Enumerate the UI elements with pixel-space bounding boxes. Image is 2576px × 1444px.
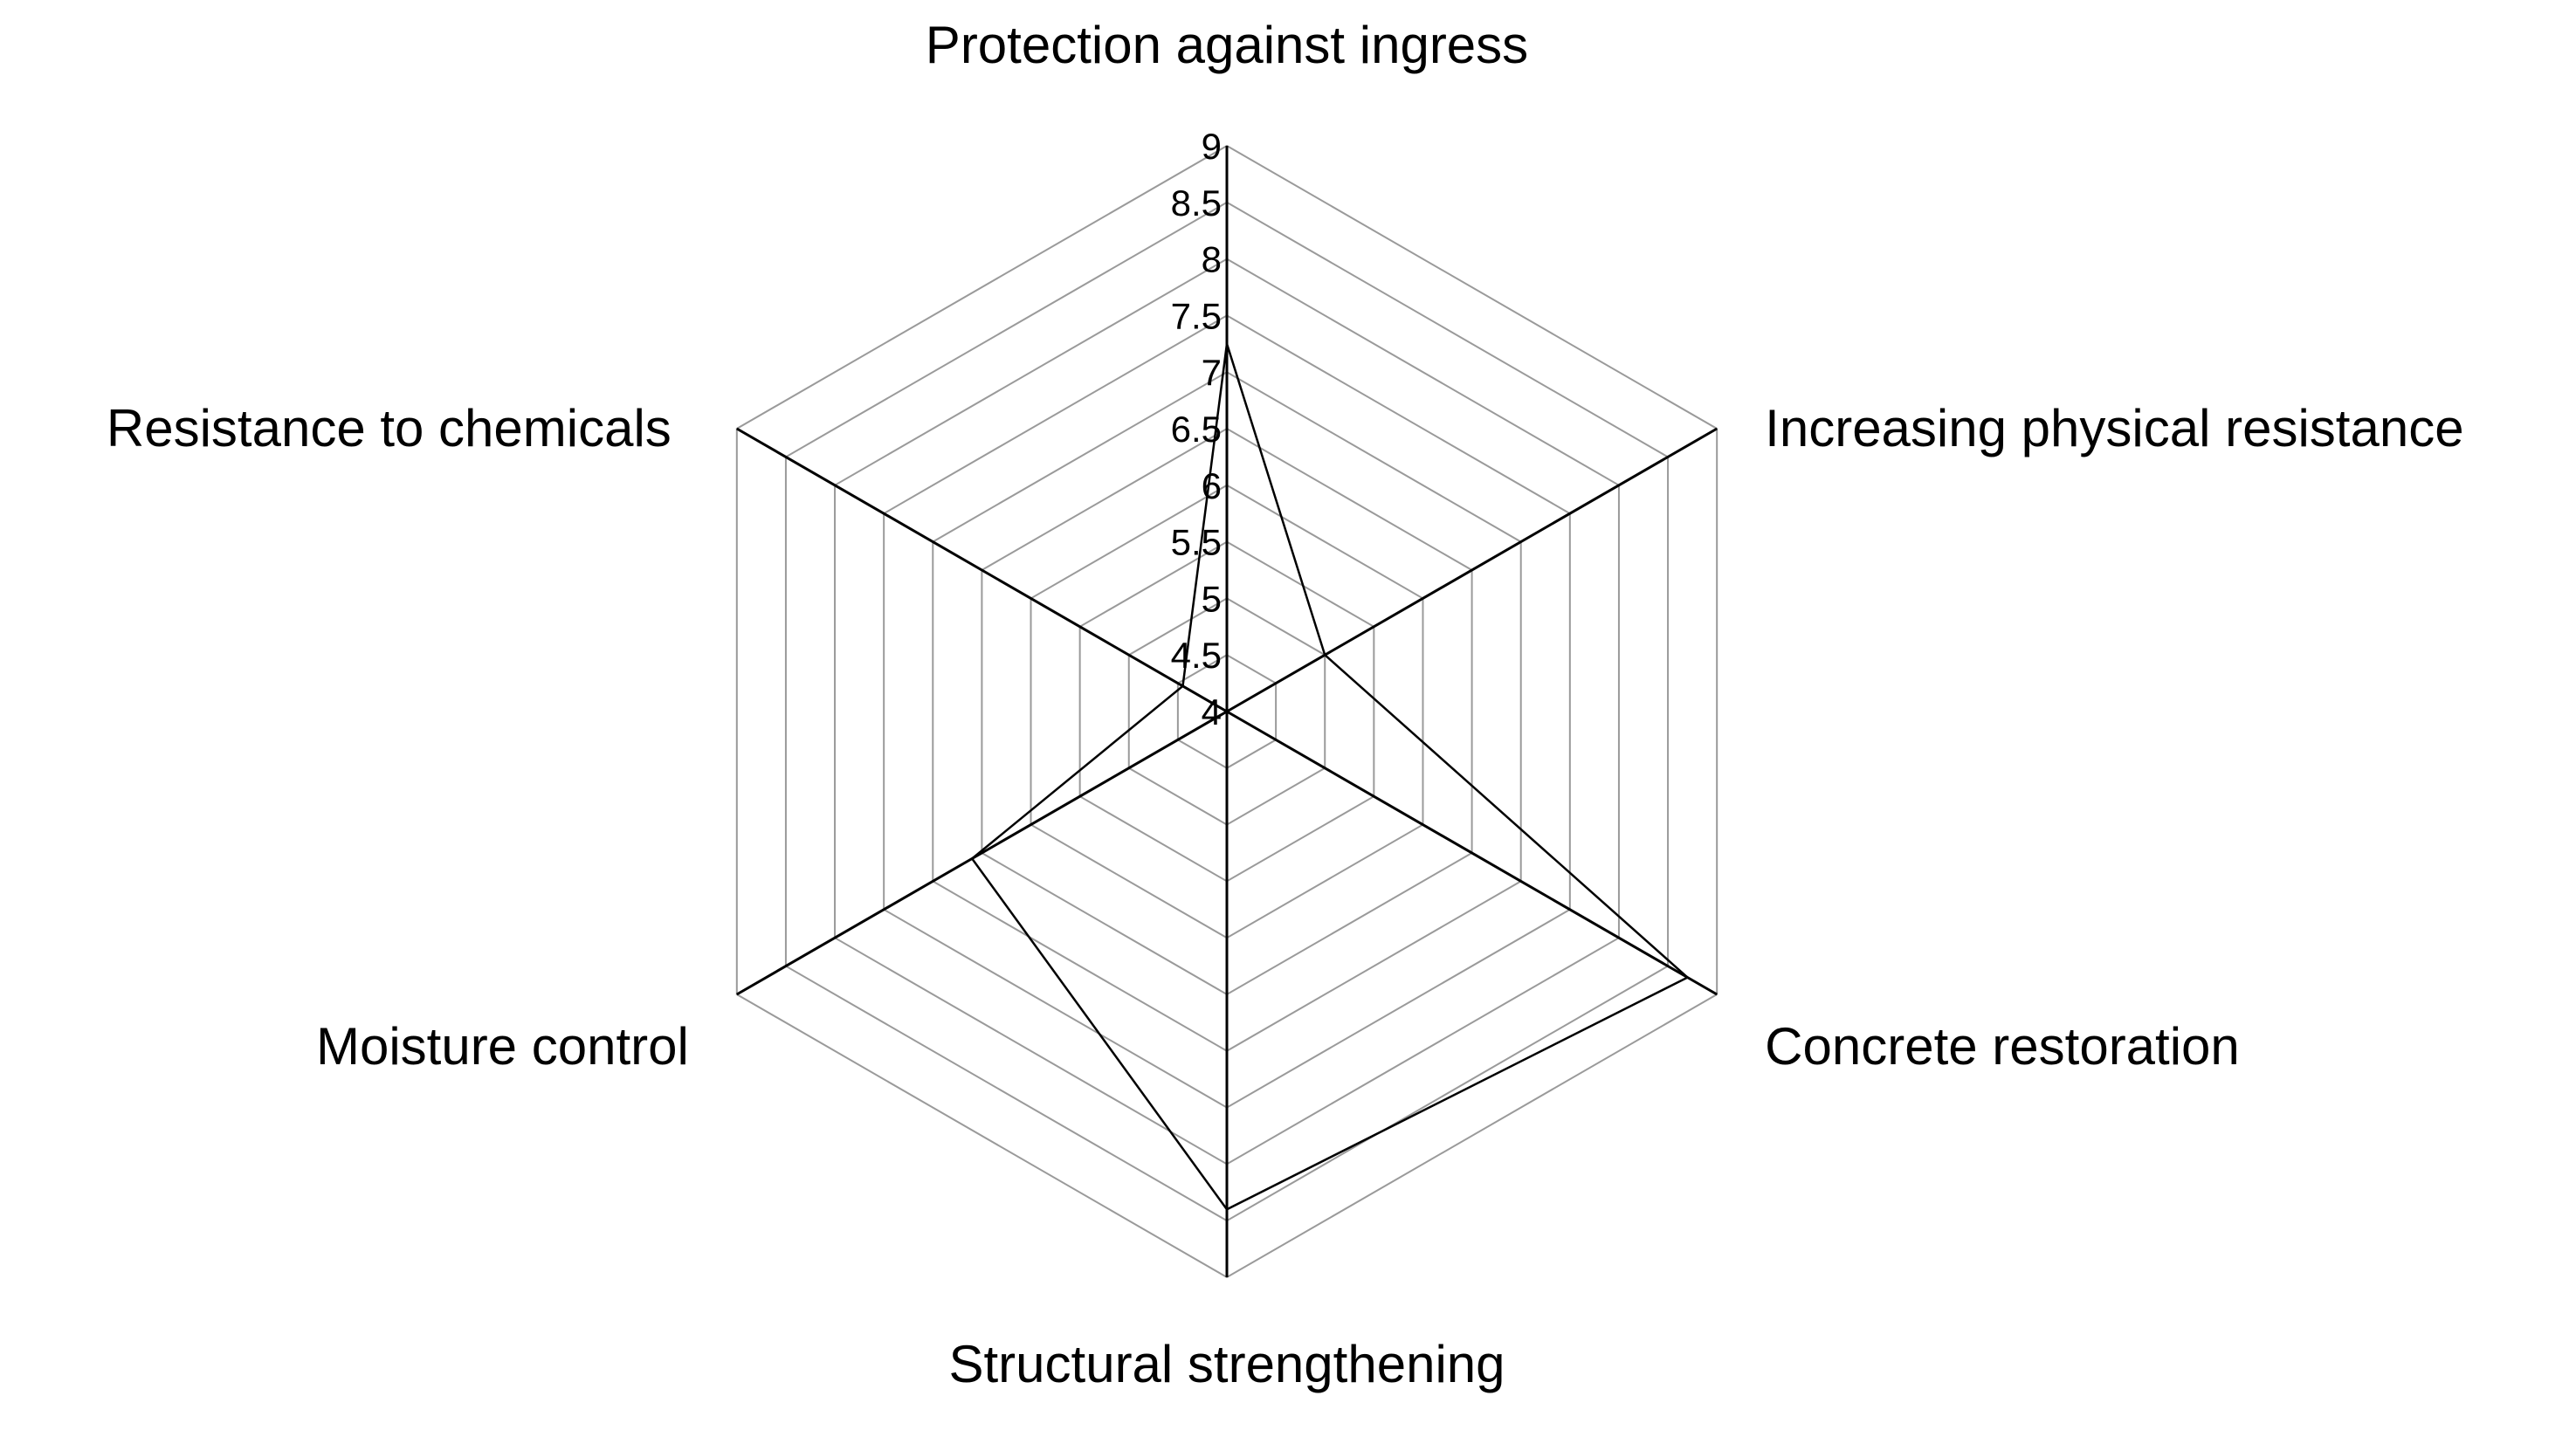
axis-spoke [736,710,1228,996]
tick-label: 8.5 [1171,182,1222,223]
axis-label: Protection against ingress [926,16,1528,74]
tick-label-layer: 4 4.5 5 5.5 6 6.5 7 7.5 8 8.5 9 [1171,126,1222,732]
tick-label: 7 [1202,352,1222,393]
axis-label: Structural strengthening [948,1335,1505,1393]
series-layer [970,343,1690,1211]
tick-label: 4.5 [1171,635,1222,676]
tick-label: 8 [1202,239,1222,280]
axis-label: Resistance to chemicals [107,399,672,457]
axis-spoke [1226,427,1718,713]
tick-label: 6.5 [1171,409,1222,450]
axis-spoke [736,427,1228,713]
axis-label-layer: Protection against ingress Increasing phy… [107,16,2464,1393]
spoke-layer [736,146,1718,1277]
axis-spoke [1226,710,1718,996]
tick-label: 9 [1202,126,1222,167]
tick-label: 5.5 [1171,522,1222,563]
tick-label: 5 [1202,578,1222,619]
axis-label: Concrete restoration [1765,1017,2240,1076]
tick-label: 4 [1202,691,1222,732]
tick-label: 7.5 [1171,295,1222,336]
axis-label: Increasing physical resistance [1765,399,2463,457]
tick-label: 6 [1202,465,1222,506]
series-line [970,343,1690,1211]
axis-label: Moisture control [316,1017,689,1076]
